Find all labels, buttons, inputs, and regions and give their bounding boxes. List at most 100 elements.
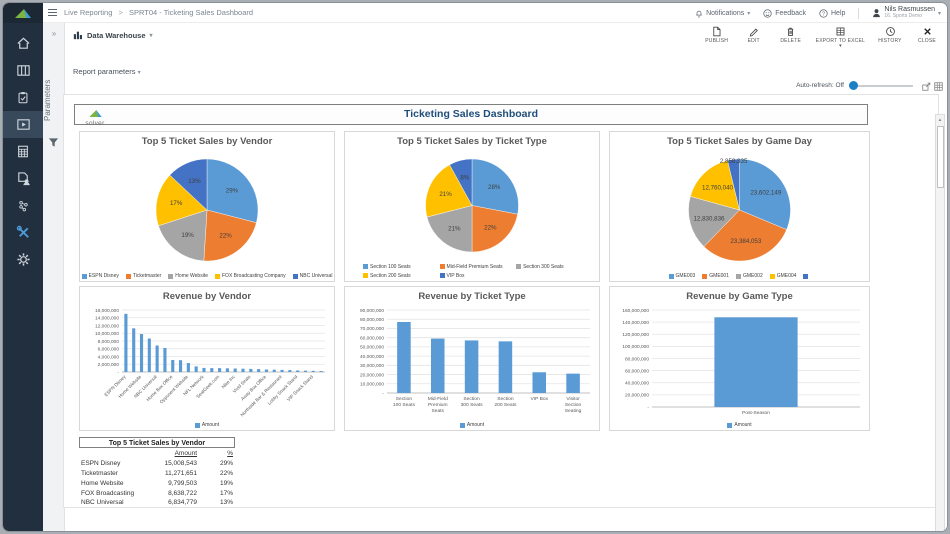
solver-triangle-icon <box>88 110 102 117</box>
feedback-button[interactable]: Feedback <box>763 8 806 18</box>
chevron-down-icon: ▾ <box>747 10 751 17</box>
svg-text:4,000,000: 4,000,000 <box>98 354 120 360</box>
history-button[interactable]: HISTORY <box>878 26 902 48</box>
bar-chart[interactable]: - 2,000,000 4,000,000 6,000,000 8,000,000 10,… <box>82 304 332 418</box>
delete-button[interactable]: DELETE <box>779 26 803 48</box>
menu-icon[interactable] <box>48 9 57 18</box>
sidebar-item-settings[interactable] <box>3 246 43 273</box>
summary-table: Top 5 Ticket Sales by Vendor Amount % ES… <box>79 437 235 507</box>
breadcrumb-section[interactable]: Live Reporting <box>64 8 113 17</box>
chevron-down-icon: ▾ <box>149 32 153 39</box>
svg-text:70,000,000: 70,000,000 <box>360 326 384 332</box>
svg-text:21%: 21% <box>448 225 461 232</box>
solver-logo[interactable] <box>3 3 43 23</box>
column-header-amount: Amount <box>174 449 197 457</box>
svg-text:16,000,000: 16,000,000 <box>95 308 119 314</box>
svg-text:30,000,000: 30,000,000 <box>360 363 384 369</box>
chart-legend: Amount <box>84 422 330 428</box>
pie-chart[interactable]: 29% 22% 19% 17% 13% <box>82 149 332 269</box>
svg-text:-: - <box>117 371 119 376</box>
svg-text:40,000,000: 40,000,000 <box>360 354 384 360</box>
legend-item: Amount <box>194 422 219 428</box>
svg-text:60,000,000: 60,000,000 <box>360 335 384 341</box>
chevron-down-icon: ▾ <box>137 70 141 76</box>
publish-button[interactable]: PUBLISH <box>705 26 729 48</box>
history-clock-icon <box>885 27 895 36</box>
export-to-excel-button[interactable]: EXPORT TO EXCEL ▾ <box>816 26 865 49</box>
settings-gear-icon <box>16 253 30 266</box>
vertical-scrollbar[interactable]: ▲ ▼ <box>935 114 945 531</box>
svg-text:12,000,000: 12,000,000 <box>95 323 119 329</box>
help-button[interactable]: ? Help <box>819 8 846 18</box>
svg-text:8,000,000: 8,000,000 <box>98 339 120 345</box>
legend-item: Amount <box>727 422 752 428</box>
notifications-button[interactable]: Notifications ▾ <box>695 9 750 18</box>
scroll-up-icon[interactable]: ▲ <box>937 117 943 122</box>
report-library-icon <box>16 65 30 76</box>
column-header-blank <box>79 448 145 458</box>
svg-text:23,384,053: 23,384,053 <box>730 238 762 245</box>
svg-text:Section: Section <box>396 396 413 402</box>
sidebar-item-report-viewer[interactable] <box>3 111 43 138</box>
sidebar-item-admin-tools[interactable] <box>3 219 43 246</box>
sidebar-item-home[interactable] <box>3 30 43 57</box>
pie-chart[interactable]: 28% 22% 21% 21% 8% <box>347 149 597 260</box>
sidebar-item-publisher[interactable] <box>3 165 43 192</box>
filter-icon[interactable] <box>48 135 59 153</box>
bar-chart[interactable]: - 10,000,000 20,000,000 30,000,000 40,000,00… <box>347 304 597 418</box>
help-label: Help <box>831 9 846 17</box>
tasks-icon <box>18 92 28 104</box>
svg-text:80,000,000: 80,000,000 <box>625 356 649 362</box>
vertical-scroll-thumb[interactable] <box>936 126 944 188</box>
svg-text:10,000,000: 10,000,000 <box>95 331 119 337</box>
chart-title: Revenue by Game Type <box>686 291 793 302</box>
close-button[interactable]: CLOSE <box>915 26 939 48</box>
chart-legend: Amount <box>349 422 595 428</box>
svg-text:50,000,000: 50,000,000 <box>360 345 384 351</box>
bell-icon <box>696 10 702 18</box>
expand-parameters-icon[interactable]: » <box>51 29 57 38</box>
legend-item: Section 300 Seats <box>516 264 593 270</box>
svg-text:120,000,000: 120,000,000 <box>622 332 649 338</box>
parameters-panel-label: Parameters <box>43 79 52 121</box>
auto-refresh-slider[interactable] <box>849 81 913 90</box>
sidebar-item-assignments[interactable] <box>3 84 43 111</box>
legend-item: GME001 <box>702 273 729 279</box>
user-menu[interactable]: Nils Rasmussen 16. Sports Demo ▾ <box>872 6 941 19</box>
pie-chart[interactable]: 23,602,149 23,384,053 12,830,836 12,760,040… <box>612 149 867 269</box>
table-row: NBC Universal 6,834,779 13% <box>79 498 235 507</box>
popout-icon[interactable] <box>922 82 931 91</box>
svg-text:Seats: Seats <box>431 408 444 414</box>
sidebar-item-process[interactable] <box>3 192 43 219</box>
edit-button[interactable]: EDIT <box>742 26 766 48</box>
user-name: Nils Rasmussen <box>884 6 935 14</box>
svg-text:300 Seats: 300 Seats <box>461 402 484 408</box>
report-parameters-toggle[interactable]: Report parameters ▾ <box>73 67 141 76</box>
legend-item: Ticketmaster <box>125 273 161 279</box>
solver-triangle-icon <box>15 8 31 18</box>
svg-text:21%: 21% <box>439 191 452 198</box>
grid-view-icon[interactable] <box>934 82 943 91</box>
legend-item: Home Website <box>168 273 208 279</box>
chevron-down-icon: ▾ <box>839 43 842 49</box>
svg-text:160,000,000: 160,000,000 <box>622 308 649 314</box>
help-icon: ? <box>819 8 828 18</box>
legend-item: NBC Universal <box>292 273 332 279</box>
sidebar-item-budgeting[interactable] <box>3 138 43 165</box>
bar-chart[interactable]: - 20,000,000 40,000,000 60,000,000 80,000,00… <box>612 304 867 418</box>
datasource-picker[interactable]: Data Warehouse ▾ <box>73 30 153 40</box>
chart-legend: Amount <box>614 422 865 428</box>
close-x-icon <box>923 28 931 35</box>
chart-top5-ticket-type: Top 5 Ticket Sales by Ticket Type 28% 22%… <box>344 131 600 282</box>
svg-text:Section: Section <box>463 396 480 402</box>
table-row: Ticketmaster 11,271,651 22% <box>81 469 233 477</box>
budgeting-icon <box>18 145 28 158</box>
report-actions: PUBLISH EDIT DELETE EXPORT TO EXCEL ▾ HI… <box>705 26 939 49</box>
main-area: Data Warehouse ▾ PUBLISH EDIT DELETE EXP… <box>63 23 947 531</box>
auto-refresh-control: Auto-refresh: Off <box>796 81 913 90</box>
chart-revenue-ticket-type: Revenue by Ticket Type - 10,000,000 20,000… <box>344 286 600 431</box>
legend-item: ESPN Disney <box>81 273 119 279</box>
sidebar-item-report-library[interactable] <box>3 57 43 84</box>
chart-title: Revenue by Ticket Type <box>418 291 526 302</box>
